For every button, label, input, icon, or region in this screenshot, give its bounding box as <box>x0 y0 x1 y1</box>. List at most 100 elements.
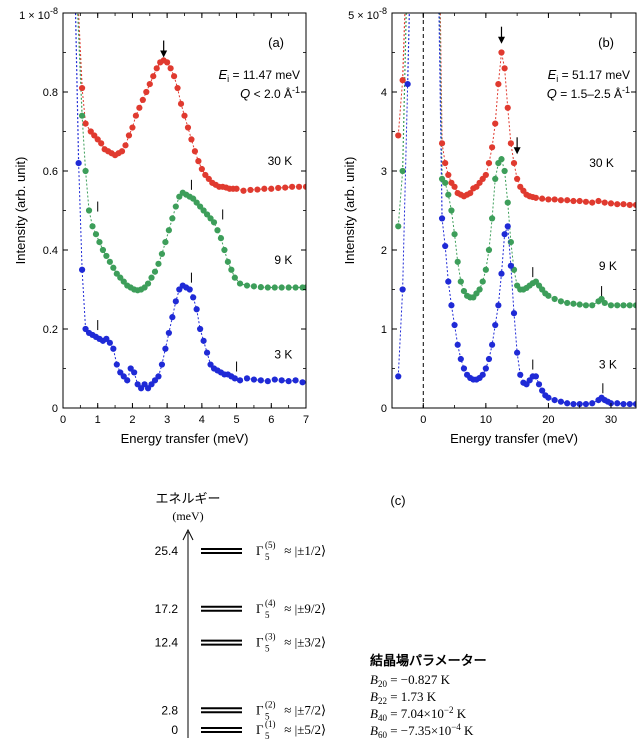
data-point <box>489 215 496 222</box>
level-energy-value: 0 <box>171 723 178 737</box>
data-point <box>632 302 636 309</box>
data-point <box>233 185 240 192</box>
data-point <box>457 355 464 363</box>
data-point <box>250 283 258 290</box>
y-tick-label: 0 <box>52 403 58 415</box>
data-point <box>243 375 251 382</box>
data-point <box>190 294 197 301</box>
series-30k <box>78 57 306 194</box>
crystal-field-params-title: 結晶場パラメーター <box>370 653 487 668</box>
energy-axis-arrow <box>182 528 194 738</box>
energy-level: 0 Γ5(1) ≈ |±5/2⟩ <box>171 719 326 741</box>
data-point <box>551 196 558 203</box>
data-point <box>188 136 195 143</box>
x-tick-label: 0 <box>420 414 426 426</box>
data-point <box>125 132 133 139</box>
data-point <box>557 298 565 305</box>
data-point <box>236 377 244 384</box>
data-point <box>557 398 565 405</box>
data-point <box>247 186 254 194</box>
data-point <box>495 81 502 88</box>
data-point <box>170 73 178 80</box>
data-point <box>510 160 518 167</box>
y-tick-label: 0.6 <box>43 166 58 178</box>
data-point <box>210 219 218 226</box>
data-point <box>607 302 615 309</box>
data-point <box>150 73 157 80</box>
data-point <box>228 266 235 273</box>
data-point <box>110 345 117 352</box>
panel-label: (b) <box>598 35 614 50</box>
data-point <box>492 120 499 127</box>
data-point <box>614 400 621 407</box>
data-point <box>485 355 493 363</box>
x-tick-label: 5 <box>234 414 240 426</box>
data-point <box>146 81 153 88</box>
data-point <box>620 302 627 309</box>
data-point <box>131 369 138 376</box>
data-point <box>268 185 275 192</box>
panel-label: (c) <box>390 493 405 508</box>
data-point <box>517 371 524 378</box>
data-point <box>155 373 162 380</box>
data-point <box>164 59 171 66</box>
data-point <box>151 268 159 275</box>
data-point <box>113 361 120 368</box>
data-point <box>632 400 636 408</box>
data-point <box>557 197 565 204</box>
data-point <box>442 242 449 250</box>
data-point <box>231 375 238 382</box>
data-point <box>495 302 502 309</box>
series-line <box>397 170 404 227</box>
energy-level: 2.8 Γ5(2) ≈ |±7/2⟩ <box>161 699 326 721</box>
data-point <box>254 186 261 193</box>
data-point <box>200 337 207 344</box>
data-point <box>275 184 282 192</box>
level-energy-value: 17.2 <box>155 602 179 616</box>
chart-panel-b: 0 10 20 30 0 1 2 3 4 5 × 10-8 Energy transfer (meV… <box>342 6 637 446</box>
data-point <box>457 278 464 285</box>
data-point <box>551 295 558 303</box>
data-point <box>589 302 596 309</box>
data-point <box>186 286 193 293</box>
data-point <box>198 165 205 173</box>
data-point <box>614 302 621 309</box>
data-point <box>243 282 251 289</box>
data-point <box>162 345 169 352</box>
temperature-label: 9 K <box>274 253 292 267</box>
y-tick-label: 2 <box>381 245 387 257</box>
data-point <box>504 104 511 111</box>
data-point <box>278 284 285 291</box>
data-point <box>501 167 508 175</box>
data-point <box>155 260 162 267</box>
data-point <box>445 278 452 285</box>
data-point <box>165 329 172 337</box>
series-30k <box>395 49 636 209</box>
data-point <box>582 198 590 205</box>
data-point <box>489 144 496 151</box>
x-axis-title: Energy transfer (meV) <box>450 431 578 446</box>
data-point <box>395 223 402 230</box>
temperature-label: 30 K <box>268 154 293 168</box>
panel-label: (a) <box>268 35 284 50</box>
elastic-tail-line <box>77 13 83 116</box>
data-point <box>181 112 188 119</box>
data-point <box>395 373 402 380</box>
data-point <box>614 201 621 208</box>
data-point <box>545 394 552 401</box>
data-point <box>236 280 244 287</box>
ei-label: Ei = 11.47 meV <box>219 67 301 84</box>
temperature-label: 3 K <box>599 358 617 372</box>
series-9k <box>78 112 306 294</box>
data-point <box>302 284 306 291</box>
temperature-label: 3 K <box>274 348 292 362</box>
data-point <box>169 215 176 222</box>
data-point <box>482 365 489 372</box>
data-point <box>231 274 238 281</box>
data-point <box>442 160 449 167</box>
data-point <box>626 302 633 309</box>
data-point <box>103 252 110 260</box>
data-point <box>451 183 458 190</box>
data-point <box>395 132 402 139</box>
data-point <box>620 201 627 208</box>
